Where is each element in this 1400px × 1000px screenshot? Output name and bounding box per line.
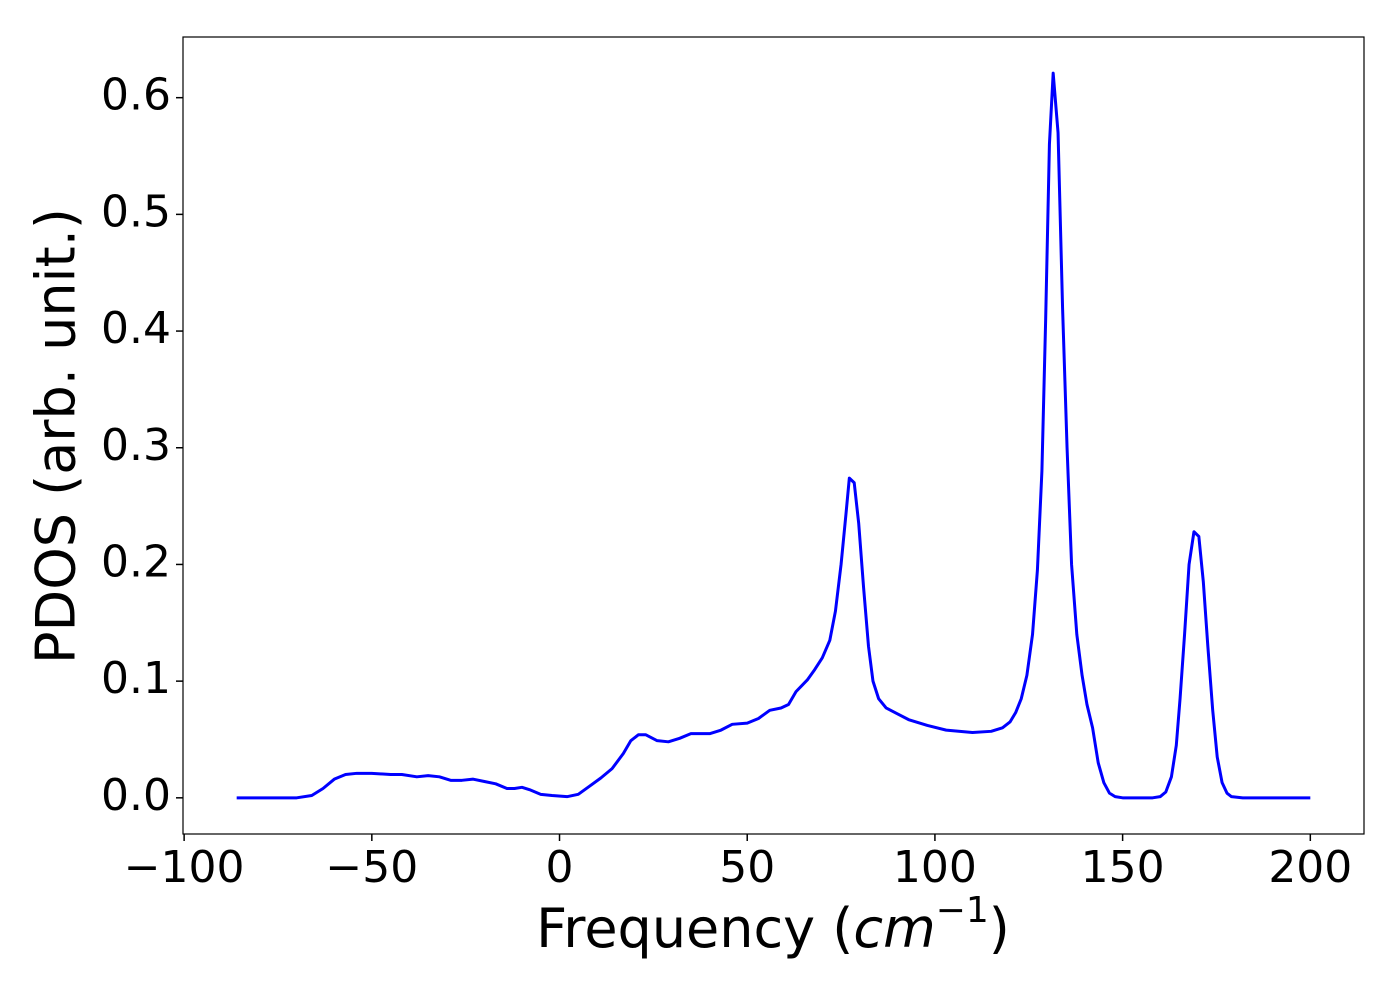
y-tick-label: 0.0 [101, 770, 171, 821]
y-tick-label: 0.6 [101, 70, 171, 121]
x-tick-label: 100 [893, 842, 977, 893]
x-label-part: ) [989, 897, 1010, 960]
y-axis-label: PDOS (arb. unit.) [25, 208, 88, 664]
x-label-part: −1 [936, 890, 989, 931]
y-tick-label: 0.3 [101, 420, 171, 471]
x-tick-label: 0 [546, 842, 574, 893]
x-tick-label: −100 [124, 842, 245, 893]
x-axis-label: Frequency (cm−1) [536, 890, 1010, 960]
x-tick-label: 200 [1268, 842, 1352, 893]
x-label-part: Frequency ( [536, 897, 853, 960]
x-tick-label: 50 [719, 842, 775, 893]
y-tick-label: 0.2 [101, 536, 171, 587]
x-label-part: cm [853, 897, 935, 960]
x-tick-label: 150 [1081, 842, 1165, 893]
plot-frame [182, 36, 1365, 835]
y-tick-label: 0.1 [101, 653, 171, 704]
y-tick-label: 0.4 [101, 303, 171, 354]
y-tick-label: 0.5 [101, 186, 171, 237]
x-tick-label: −50 [325, 842, 418, 893]
line-series [236, 71, 1311, 800]
